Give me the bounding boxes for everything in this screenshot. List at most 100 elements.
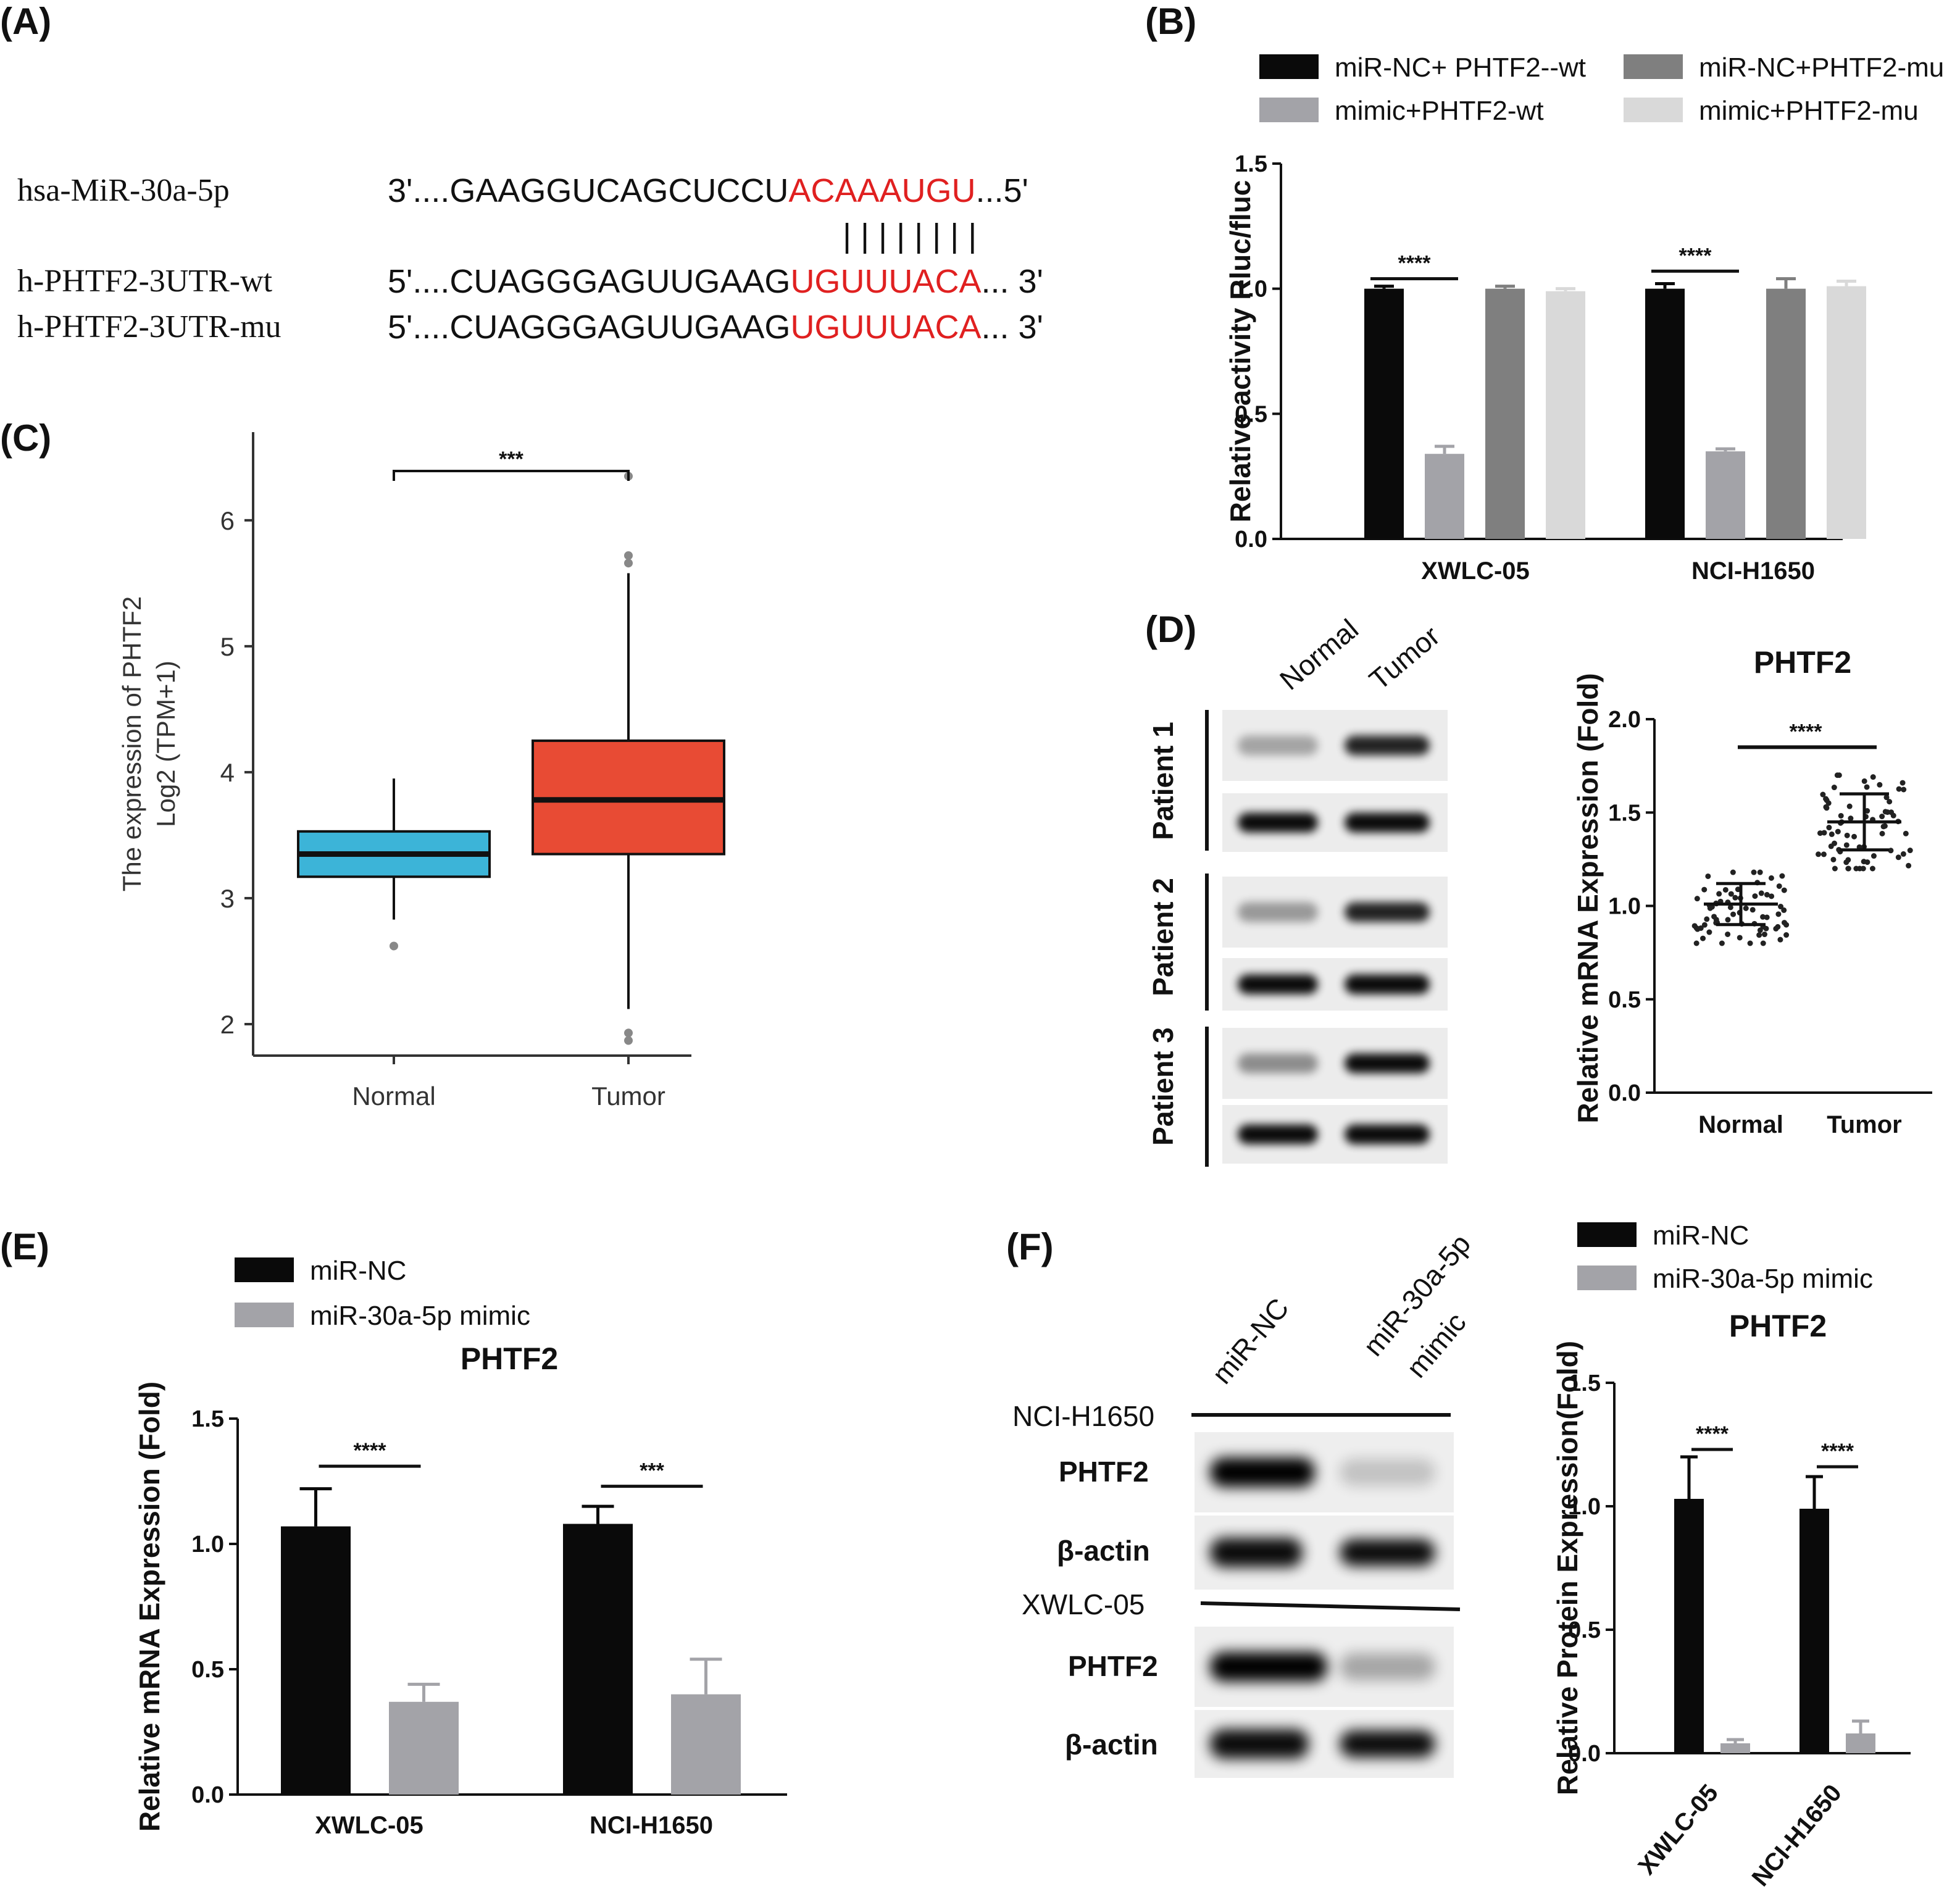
data-point: [1826, 825, 1832, 831]
blot-band: [1340, 1730, 1435, 1758]
x-category-label: NCI-H1650: [590, 1812, 713, 1839]
data-point: [1861, 859, 1867, 865]
y-axis-title: Relative activity Rluc/fluc: [1224, 180, 1256, 523]
y-tick-label: 1.5: [1608, 800, 1641, 826]
blot-band: [1340, 1539, 1435, 1566]
y-tick-label: 5: [220, 632, 235, 661]
chart-title: PHTF2: [1729, 1309, 1827, 1343]
legend-swatch: [1624, 98, 1683, 122]
cell-line-xwlc: [1200, 1601, 1461, 1611]
panel-e-label: (E): [0, 1226, 49, 1267]
data-point: [1779, 873, 1785, 879]
y-axis-title: Relative Protein Expression(Fold): [1551, 1341, 1583, 1795]
legend-label: miR-NC: [310, 1256, 406, 1286]
legend-swatch: [235, 1303, 294, 1327]
y-tick-label: 0.5: [1235, 401, 1267, 427]
blot-band: [1345, 1053, 1430, 1074]
mu-name: h-PHTF2-3UTR-mu: [17, 309, 281, 344]
x-category-label: Normal: [352, 1082, 435, 1111]
blot-d-lane-normal: Normal: [1274, 613, 1364, 696]
data-point: [1783, 932, 1790, 938]
mu-sequence: 5'....CUAGGGAGUUGAAGUGUUUACA... 3': [388, 309, 1043, 346]
x-category-label: NCI-H1650: [1747, 1780, 1847, 1889]
bar: [1766, 288, 1806, 539]
blot-band: [1238, 1124, 1318, 1145]
significance-bracket: [393, 470, 630, 481]
data-point: [1820, 791, 1826, 798]
blot-f-lane-mirnc: miR-NC: [1206, 1292, 1295, 1390]
data-point: [1776, 883, 1782, 889]
bar: [1720, 1743, 1750, 1753]
x-category-label: XWLC-05: [315, 1812, 423, 1839]
blot-band: [1238, 902, 1318, 922]
data-point: [1829, 831, 1835, 837]
data-point: [1756, 932, 1762, 938]
panel-d-label: (D): [1145, 609, 1196, 650]
data-point: [1704, 916, 1710, 922]
x-category-label: Normal: [1698, 1111, 1783, 1138]
data-point: [1728, 891, 1734, 897]
data-point: [1706, 929, 1712, 935]
data-point: [1838, 812, 1844, 819]
data-point: [1820, 851, 1827, 857]
band-label-phtf2-2: PHTF2: [1068, 1650, 1158, 1682]
data-point: [1851, 833, 1858, 840]
band-label-actin-2: β-actin: [1065, 1728, 1158, 1761]
y-axis-title-line2: Log2 (TPM+1): [151, 661, 180, 827]
y-tick-label: 1.5: [1235, 151, 1267, 177]
blot-band: [1238, 974, 1318, 995]
data-point: [1737, 935, 1743, 941]
x-category-label: XWLC-05: [1421, 557, 1530, 585]
legend-swatch: [1577, 1222, 1637, 1247]
bar: [1645, 288, 1685, 539]
data-point: [1700, 935, 1706, 941]
data-point: [1835, 828, 1841, 835]
y-tick-label: 0.0: [191, 1782, 224, 1808]
data-point: [1883, 794, 1890, 801]
y-tick-label: 1.5: [1568, 1370, 1601, 1396]
cell-label-xwlc: XWLC-05: [1022, 1588, 1145, 1620]
data-point: [1861, 778, 1867, 784]
mir-name: hsa-MiR-30a-5p: [17, 173, 230, 208]
chart-title: PHTF2: [1754, 645, 1851, 680]
y-axis-title: Relative mRNA Expression (Fold): [133, 1382, 165, 1832]
blot-band: [1238, 735, 1318, 756]
legend-swatch: [1259, 54, 1319, 79]
data-point: [1693, 940, 1699, 946]
blot-band: [1340, 1459, 1435, 1486]
panel-b-label: (B): [1145, 1, 1196, 42]
mir-sequence: 3'....GAAGGUCAGCUCCUACAAAUGU...5': [388, 172, 1028, 209]
data-point: [1760, 914, 1766, 920]
chart-e: 0.0 0.5 1.0 1.5 Relative mRNA Expression (Fo…: [133, 1256, 787, 1839]
y-tick-label: 1.0: [191, 1532, 224, 1557]
significance-label: ***: [640, 1459, 664, 1483]
blot-band: [1210, 1457, 1315, 1487]
data-point: [1701, 886, 1708, 893]
data-point: [1778, 904, 1784, 910]
bar: [1546, 291, 1585, 539]
legend-label: miR-NC: [1653, 1220, 1749, 1251]
data-point: [1775, 924, 1781, 930]
patient-2-label: Patient 2: [1147, 878, 1179, 996]
y-tick-label: 6: [220, 506, 235, 535]
data-point: [1890, 812, 1896, 819]
y-tick-label: 0.0: [1235, 527, 1267, 553]
panel-f-label: (F): [1006, 1226, 1054, 1267]
data-point: [1879, 830, 1885, 836]
data-point: [1716, 891, 1722, 897]
data-point: [1781, 887, 1787, 893]
data-point: [1831, 785, 1837, 791]
data-point: [1882, 823, 1888, 829]
panel-e: (E) 0.0 0.5 1.0 1.5 Relative mRNA Expression…: [0, 1226, 787, 1839]
data-point: [1711, 914, 1717, 920]
data-point: [1848, 815, 1854, 822]
data-point: [1885, 809, 1891, 815]
y-tick-label: 3: [220, 884, 235, 913]
data-point: [1906, 862, 1912, 869]
bar: [389, 1701, 459, 1795]
blot-d-lane-tumor: Tumor: [1363, 619, 1446, 696]
data-point: [1777, 936, 1783, 943]
